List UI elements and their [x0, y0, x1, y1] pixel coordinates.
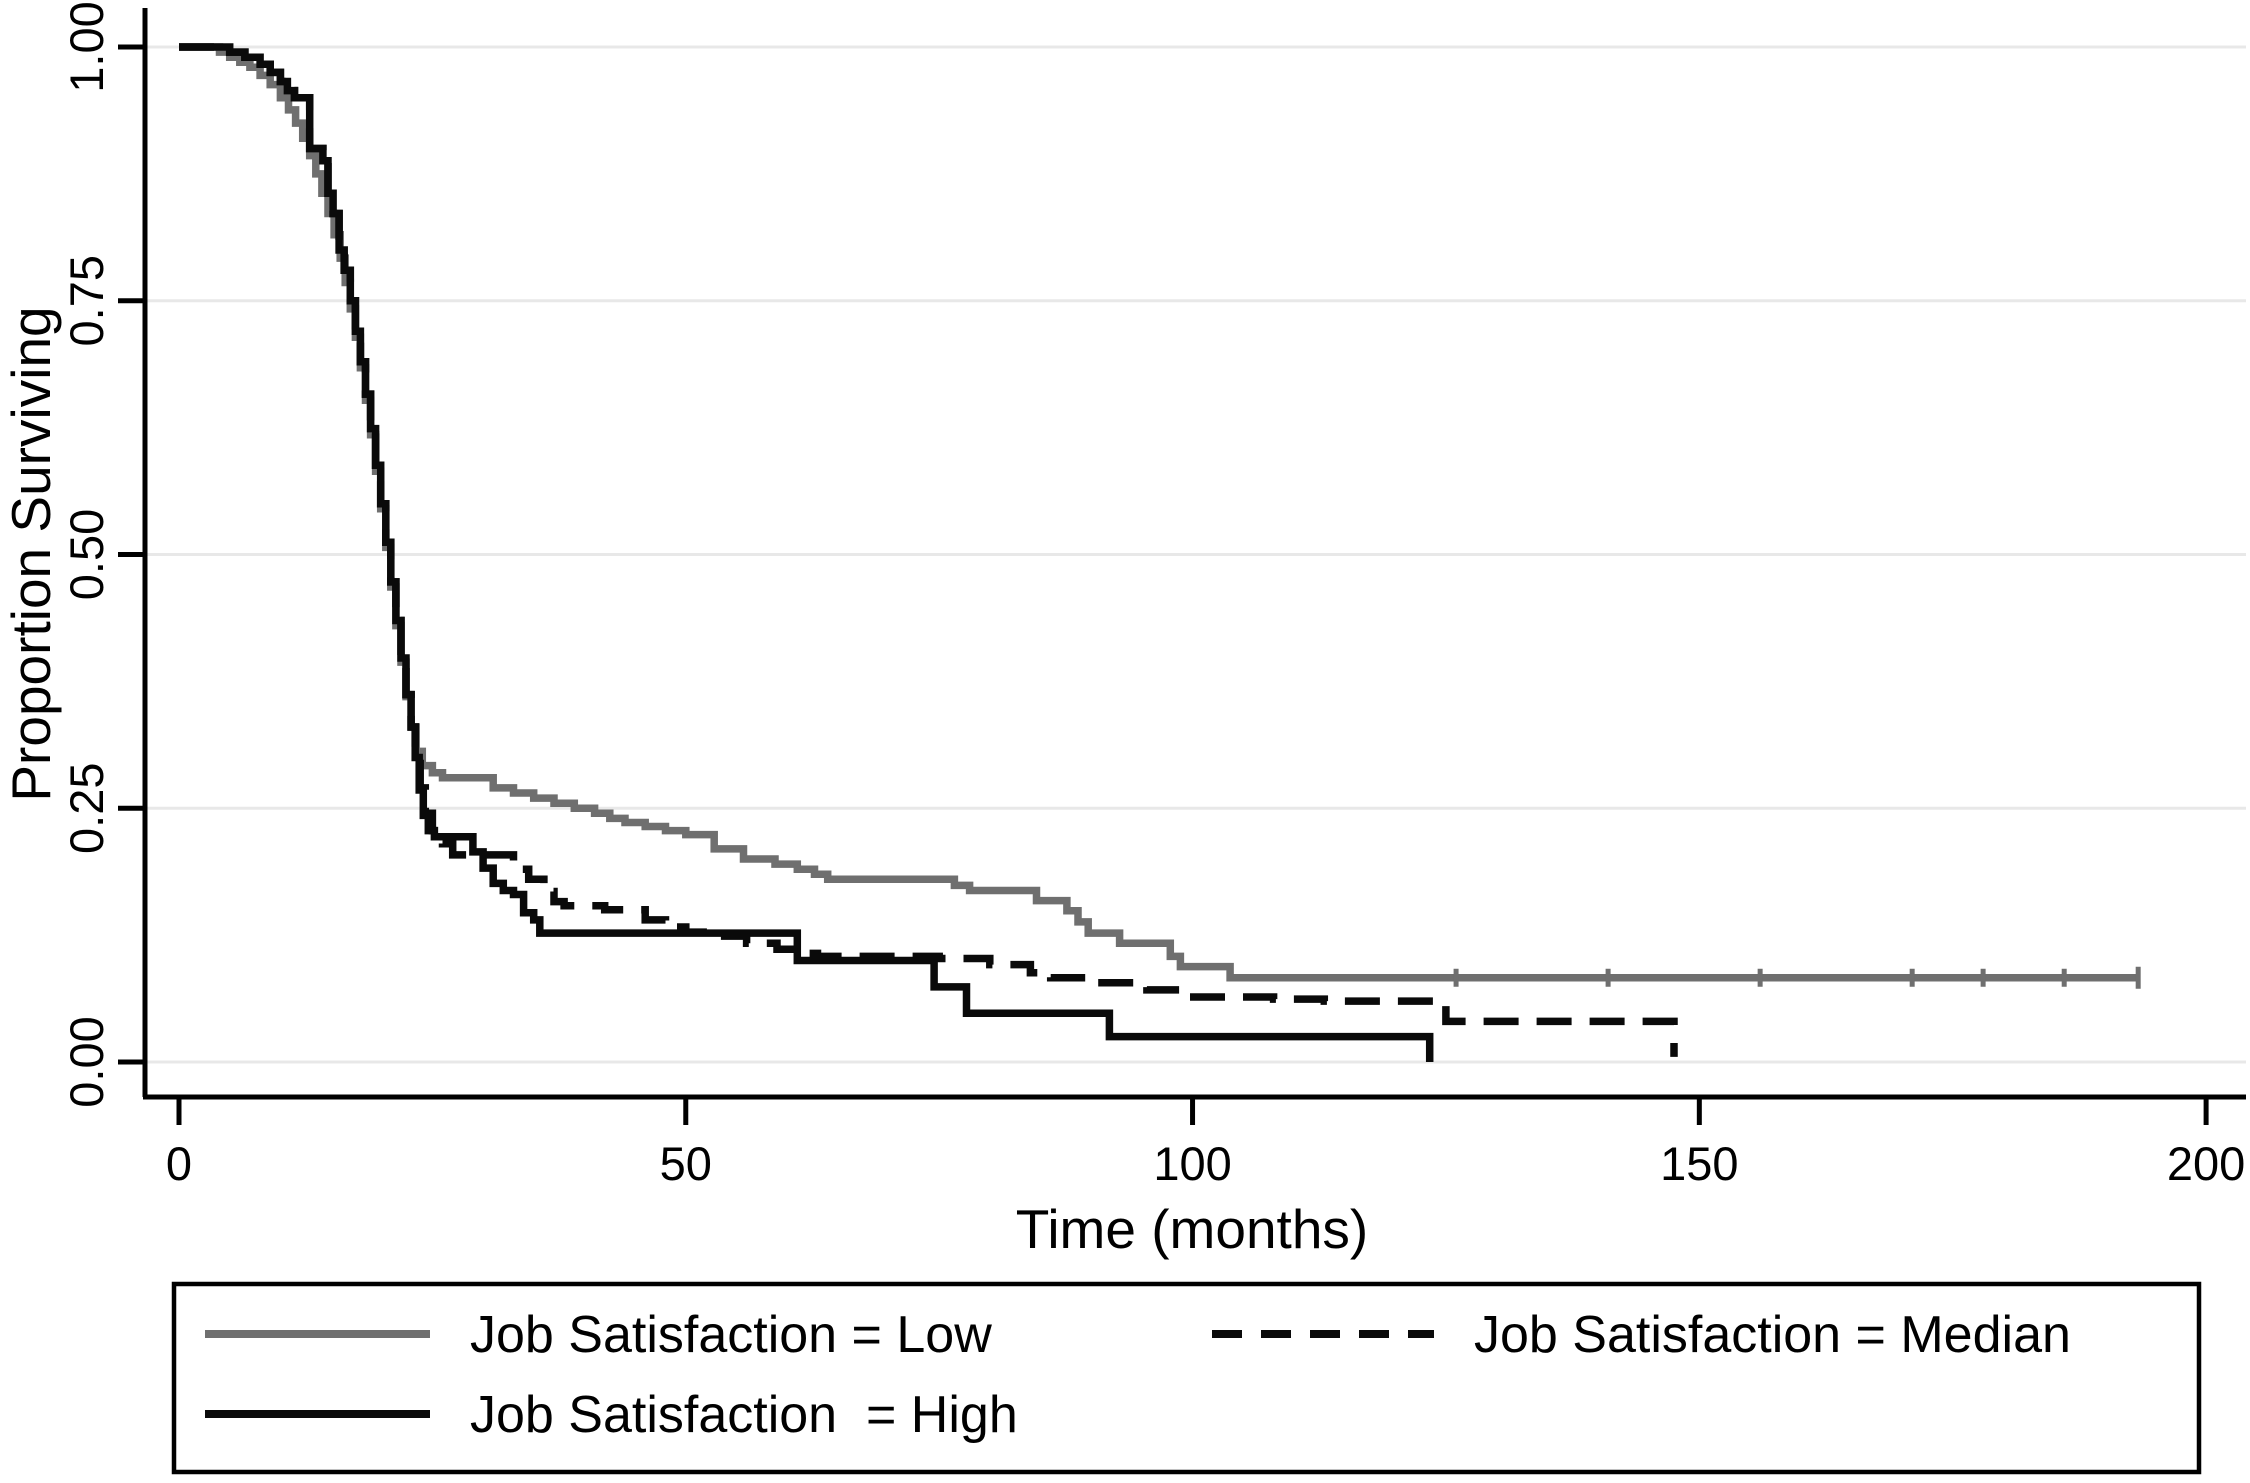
x-tick-label: 0	[166, 1137, 192, 1190]
km-curve-median	[179, 43, 1678, 1057]
gridlines	[147, 45, 2246, 1064]
tick-marks	[118, 44, 2209, 1125]
axes	[142, 8, 2246, 1100]
x-axis-title: Time (months)	[1016, 1198, 1368, 1260]
x-tick-label: 50	[660, 1137, 712, 1190]
x-tick-label: 150	[1660, 1137, 1738, 1190]
y-tick-label: 1.00	[60, 1, 113, 92]
y-tick-label: 0.75	[60, 255, 113, 346]
y-tick-label: 0.25	[60, 763, 113, 854]
tick-labels: 1.00 0.75 0.50 0.25 0.00 0 50 100 150 200	[60, 1, 2245, 1190]
legend-border	[171, 1281, 2202, 1475]
survival-curves	[179, 43, 2141, 1062]
x-tick-label: 100	[1153, 1137, 1231, 1190]
legend-box: Job Satisfaction = Low Job Satisfaction …	[171, 1281, 2202, 1475]
legend-label-high: Job Satisfaction = High	[470, 1386, 1018, 1444]
legend-label-median: Job Satisfaction = Median	[1474, 1306, 2071, 1364]
y-tick-label: 0.50	[60, 509, 113, 600]
y-axis-title: Proportion Surviving	[0, 306, 62, 801]
legend-label-low: Job Satisfaction = Low	[470, 1306, 992, 1364]
y-tick-label: 0.00	[60, 1016, 113, 1107]
x-tick-label: 200	[2167, 1137, 2245, 1190]
